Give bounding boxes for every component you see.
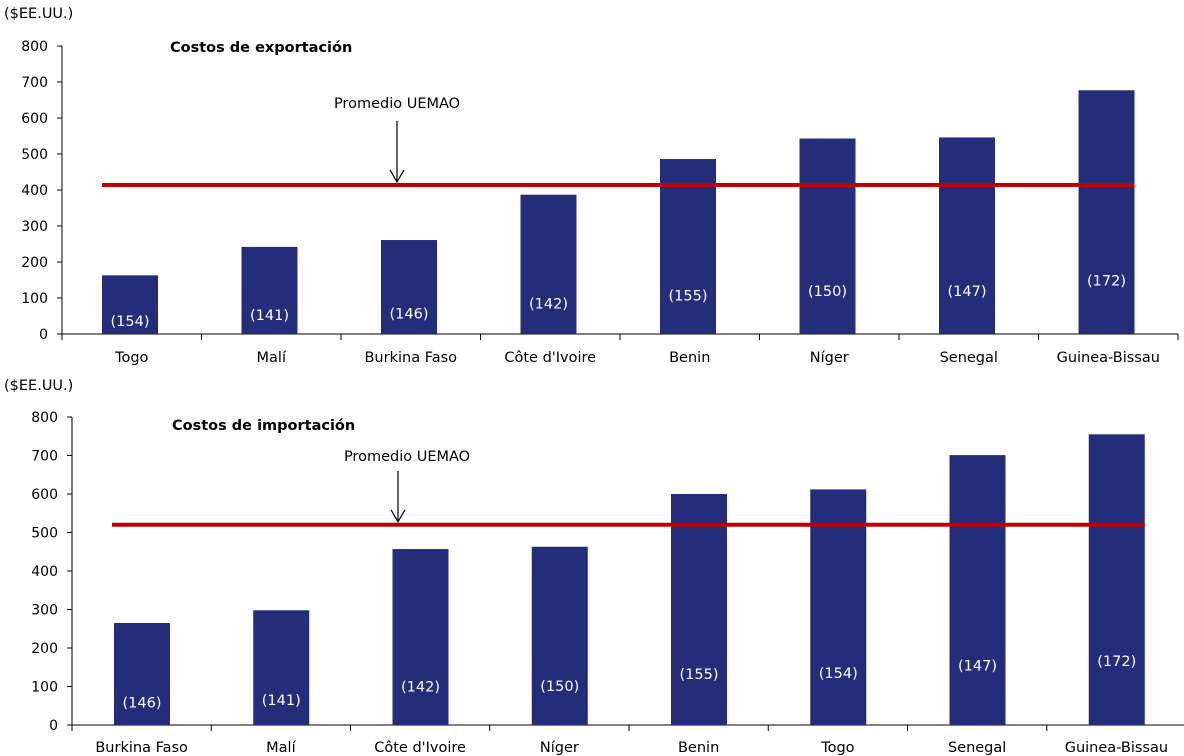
bar-data-label: (147) xyxy=(958,659,997,675)
bar-data-label: (147) xyxy=(948,284,987,300)
y-tick-label: 0 xyxy=(39,327,48,343)
x-category-label: Níger xyxy=(810,350,849,366)
x-category-label: Côte d'Ivoire xyxy=(504,350,596,366)
y-tick-label: 100 xyxy=(21,291,48,307)
x-category-label: Malí xyxy=(266,740,296,756)
y-tick-label: 800 xyxy=(31,410,58,426)
bar xyxy=(114,622,170,725)
y-tick-label: 700 xyxy=(31,449,58,465)
y-unit-label: ($EE.UU.) xyxy=(4,6,73,22)
average-arrow-head xyxy=(390,509,406,523)
bar xyxy=(520,194,577,334)
bar-data-label: (142) xyxy=(529,296,568,312)
bar xyxy=(1078,90,1135,334)
average-label: Promedio UEMAO xyxy=(334,96,460,112)
bar-data-label: (141) xyxy=(262,693,301,709)
bar-data-label: (150) xyxy=(540,679,579,695)
bar xyxy=(939,137,995,334)
average-arrow-head xyxy=(389,169,405,184)
bar-data-label: (172) xyxy=(1087,273,1126,289)
y-tick-label: 500 xyxy=(21,147,48,163)
x-category-label: Benin xyxy=(678,740,719,756)
bar xyxy=(810,489,867,725)
bar xyxy=(949,455,1006,725)
bar-data-label: (172) xyxy=(1097,654,1136,670)
y-tick-label: 0 xyxy=(49,718,58,734)
x-category-label: Guinea-Bissau xyxy=(1057,350,1160,366)
panel-title: Costos de exportación xyxy=(170,40,352,56)
y-tick-label: 300 xyxy=(21,219,48,235)
bar xyxy=(799,138,856,334)
panel-title: Costos de importación xyxy=(172,418,355,434)
x-category-label: Senegal xyxy=(940,350,998,366)
x-category-label: Côte d'Ivoire xyxy=(374,740,466,756)
y-tick-label: 700 xyxy=(21,75,48,91)
bar-data-label: (141) xyxy=(250,308,289,324)
x-category-label: Togo xyxy=(820,740,854,756)
bar-data-label: (154) xyxy=(111,314,150,330)
x-category-label: Níger xyxy=(540,740,579,756)
bar-data-label: (155) xyxy=(680,667,719,683)
x-category-label: Guinea-Bissau xyxy=(1065,740,1168,756)
x-category-label: Burkina Faso xyxy=(95,740,188,756)
y-tick-label: 600 xyxy=(21,111,48,127)
bar-data-label: (155) xyxy=(669,289,708,305)
bar-data-label: (146) xyxy=(123,696,162,712)
bar-data-label: (154) xyxy=(819,666,858,682)
bar xyxy=(671,494,727,725)
y-tick-label: 800 xyxy=(21,39,48,55)
bar-data-label: (150) xyxy=(808,284,847,300)
bar xyxy=(381,240,437,334)
y-tick-label: 200 xyxy=(31,641,58,657)
y-tick-label: 400 xyxy=(21,183,48,199)
y-tick-label: 400 xyxy=(31,564,58,580)
bar xyxy=(253,610,310,725)
bar-data-label: (142) xyxy=(401,679,440,695)
x-category-label: Togo xyxy=(114,350,148,366)
bar xyxy=(531,546,588,725)
bar xyxy=(241,246,298,334)
export-costs-chart: ($EE.UU.) 0 100 200 300 400 500 600 700 800 (154) T… xyxy=(4,6,1179,366)
x-category-label: Malí xyxy=(257,350,287,366)
average-label: Promedio UEMAO xyxy=(344,449,470,465)
x-category-label: Senegal xyxy=(948,740,1006,756)
x-category-label: Burkina Faso xyxy=(364,350,457,366)
y-unit-label: ($EE.UU.) xyxy=(4,378,73,394)
bar xyxy=(392,549,449,725)
import-costs-chart: ($EE.UU.) 0 100 200 300 400 500 600 700 800 (146) B… xyxy=(4,378,1184,756)
y-tick-label: 200 xyxy=(21,255,48,271)
y-tick-label: 100 xyxy=(31,680,58,696)
bar-data-label: (146) xyxy=(390,306,429,322)
bar xyxy=(660,159,716,334)
x-category-label: Benin xyxy=(669,350,710,366)
bar xyxy=(102,275,158,334)
y-tick-label: 600 xyxy=(31,487,58,503)
bar xyxy=(1088,434,1145,725)
y-tick-label: 300 xyxy=(31,603,58,619)
y-tick-label: 500 xyxy=(31,526,58,542)
